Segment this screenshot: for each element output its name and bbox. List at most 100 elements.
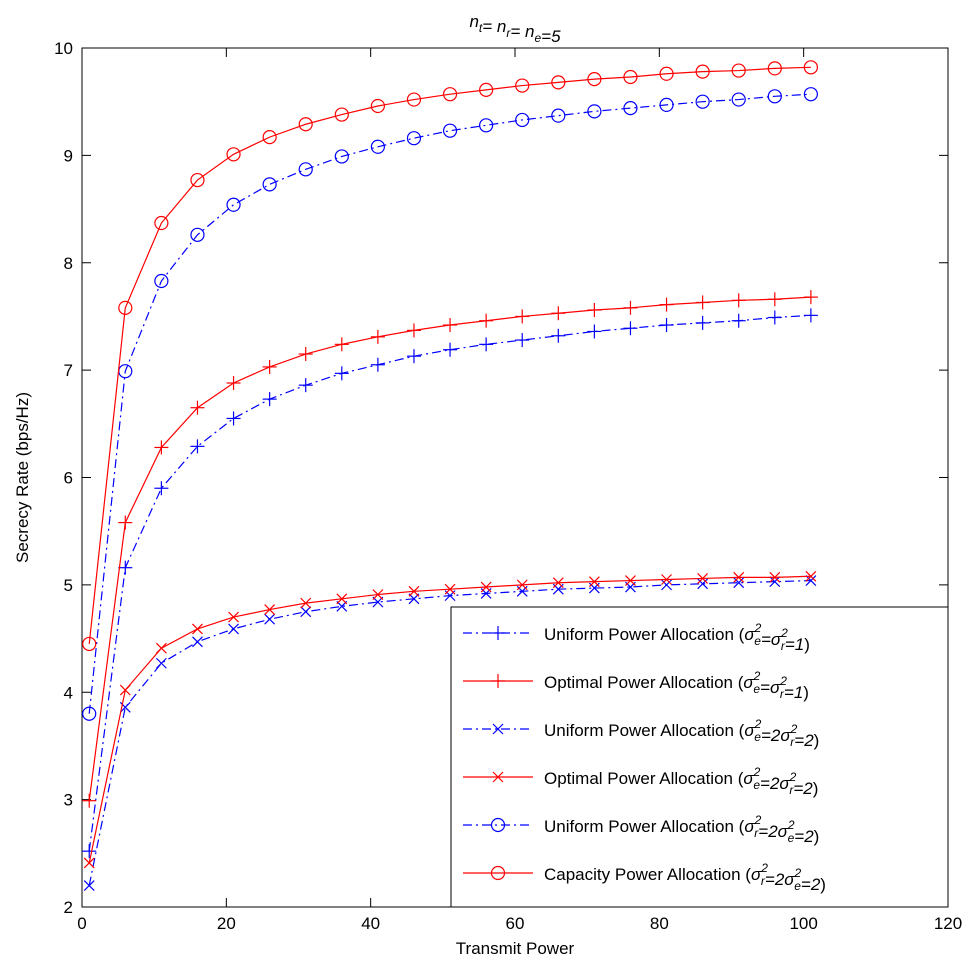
axes: 0 20 40 60 80 100 120 2 3 4 5 6 7 8 9 10 [54,39,962,933]
x-b [625,575,636,587]
legend-subscript: r [781,639,786,653]
data-point [226,197,241,212]
data-point [118,560,133,575]
data-point [661,579,672,591]
legend-subscript: e [794,879,801,893]
legend-label: Capacity Power Allocation (σ2 r=2σ2 e=2) [544,861,826,894]
series-group [82,60,818,891]
legend-math: σ [744,721,755,740]
data-point [623,300,638,315]
data-point [659,97,674,113]
legend-marker [492,723,504,735]
x-b [444,583,456,595]
legend-superscript: 2 [754,717,762,731]
title-part: =5 [541,27,561,46]
data-point [406,323,421,338]
x-tick-label: 120 [934,914,962,933]
x-b [300,606,312,618]
x-b [228,611,239,623]
data-point [480,581,492,593]
x-b [228,623,239,635]
legend-label-prefix: Uniform Power Allocation ( [544,817,745,836]
legend-math: σ [743,769,754,788]
data-point [190,400,205,415]
data-point [769,571,781,583]
legend-math: σ [744,625,755,644]
data-point [479,118,494,133]
legend-math: σ [744,817,755,836]
legend-subscript: r [789,783,794,797]
title-subscript: e [534,31,541,45]
data-point [803,290,818,305]
legend-math: =2σ [760,774,790,793]
data-point [803,308,818,323]
data-point [300,606,312,618]
y-tick-label: 10 [54,39,73,58]
data-point [625,575,636,587]
data-point [731,92,746,107]
legend-superscript: 2 [789,770,797,784]
x-tick-label: 60 [506,914,525,933]
legend-label-prefix: Uniform Power Allocation ( [544,625,745,644]
data-point [551,75,566,90]
title-subscript: r [506,26,511,40]
data-point [587,302,602,317]
data-point [370,98,385,114]
legend-subscript: e [753,778,760,792]
series-line [88,93,811,714]
legend-label-suffix: ) [820,875,826,894]
y-tick-label: 9 [64,146,73,165]
data-point [731,313,746,328]
data-point [300,597,312,609]
legend-math: =2σ [761,726,791,745]
legend-marker [491,674,505,688]
data-point [298,347,313,362]
y-tick-label: 6 [64,469,73,488]
data-point [587,324,602,339]
x-tick-label: 100 [789,914,817,933]
x-b [769,571,781,583]
data-point [228,623,239,635]
x-b [300,597,312,609]
data-point [659,318,674,333]
data-point [154,440,169,455]
legend-math: σ [751,865,762,884]
y-tick-label: 5 [64,576,73,595]
data-point [298,162,313,177]
data-point [370,329,385,344]
legend-subscript: r [761,874,766,888]
data-point [372,589,384,600]
legend-label-prefix: Optimal Power Allocation ( [544,673,744,692]
data-point [733,577,745,589]
data-point [154,215,169,231]
legend-superscript: 2 [753,765,761,779]
data-point [623,101,638,116]
legend-subscript: r [790,735,795,749]
data-point [83,857,95,869]
data-point [588,576,600,588]
data-point [515,333,530,348]
y-tick-label: 2 [64,898,73,917]
data-point [552,577,564,589]
data-point [551,306,566,321]
x-tick-label: 40 [361,914,380,933]
data-point [406,131,422,146]
data-point [767,61,782,76]
series-0 [82,308,818,859]
y-axis-label: Secrecy Rate (bps/Hz) [13,392,32,563]
legend: Uniform Power Allocation (σ2 e=σ2 r=1)Opti… [450,606,949,908]
data-point [190,227,205,242]
x-b [733,577,745,589]
legend-superscript: 2 [790,722,798,736]
x-b [336,593,348,605]
legend-math: =2σ [765,870,795,889]
data-point [82,793,97,808]
legend-marker [492,771,504,783]
legend-entry: Optimal Power Allocation (σ2 e=2σ2 r=2) [463,765,818,798]
data-point [659,66,674,81]
data-point [515,78,530,93]
x-b [408,593,420,605]
legend-entry: Uniform Power Allocation (σ2 e=2σ2 r=2) [463,717,819,750]
data-point [298,117,313,132]
legend-math: =2 [801,875,821,894]
